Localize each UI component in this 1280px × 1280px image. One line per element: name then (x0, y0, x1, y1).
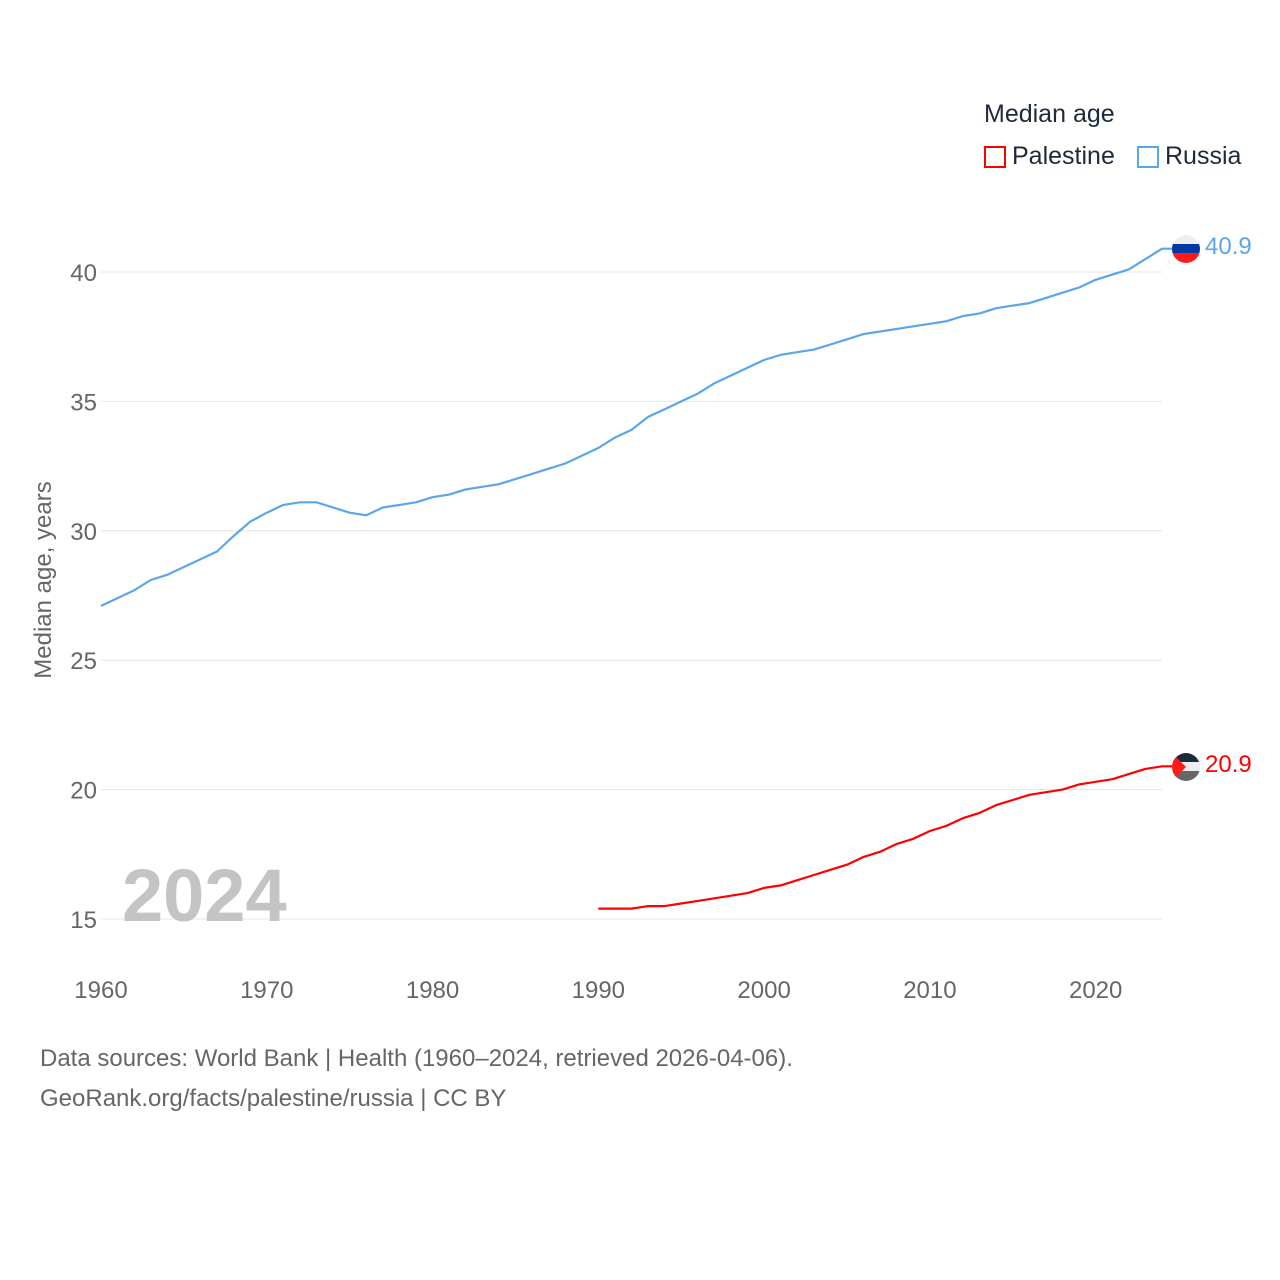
y-axis-label: Median age, years (30, 481, 57, 678)
x-tick-label: 1970 (240, 977, 293, 1004)
x-tick-label: 2000 (737, 977, 790, 1004)
russia-end-label: 40.9 (1205, 233, 1252, 260)
russia-flag-icon (1172, 235, 1200, 263)
data-sources: Data sources: World Bank | Health (1960–… (40, 1045, 793, 1072)
y-tick-label: 40 (70, 260, 97, 287)
legend-label: Russia (1165, 142, 1242, 170)
legend-title: Median age (984, 100, 1115, 128)
series-line-russia (100, 247, 1172, 607)
x-tick-label: 1980 (406, 977, 459, 1004)
source-link[interactable]: GeoRank.org/facts/palestine/russia | CC … (40, 1085, 507, 1112)
y-tick-label: 30 (70, 519, 97, 546)
legend-label: Palestine (1012, 142, 1115, 170)
y-tick-label: 25 (70, 648, 97, 675)
x-tick-label: 2010 (903, 977, 956, 1004)
russia-swatch-icon (1137, 145, 1159, 168)
x-tick-label: 1960 (74, 977, 127, 1004)
palestine-end-label: 20.9 (1205, 751, 1252, 778)
x-tick-label: 2020 (1069, 977, 1122, 1004)
year-annotation: 2024 (122, 854, 287, 937)
series-line-palestine (598, 765, 1172, 910)
y-tick-label: 35 (70, 389, 97, 416)
legend-item-russia[interactable]: Russia (1137, 142, 1241, 171)
legend-item-palestine[interactable]: Palestine (984, 142, 1115, 171)
y-tick-label: 15 (70, 907, 97, 934)
palestine-flag-icon (1172, 753, 1200, 781)
x-tick-label: 1990 (572, 977, 625, 1004)
palestine-swatch-icon (984, 145, 1006, 168)
y-tick-label: 20 (70, 778, 97, 805)
